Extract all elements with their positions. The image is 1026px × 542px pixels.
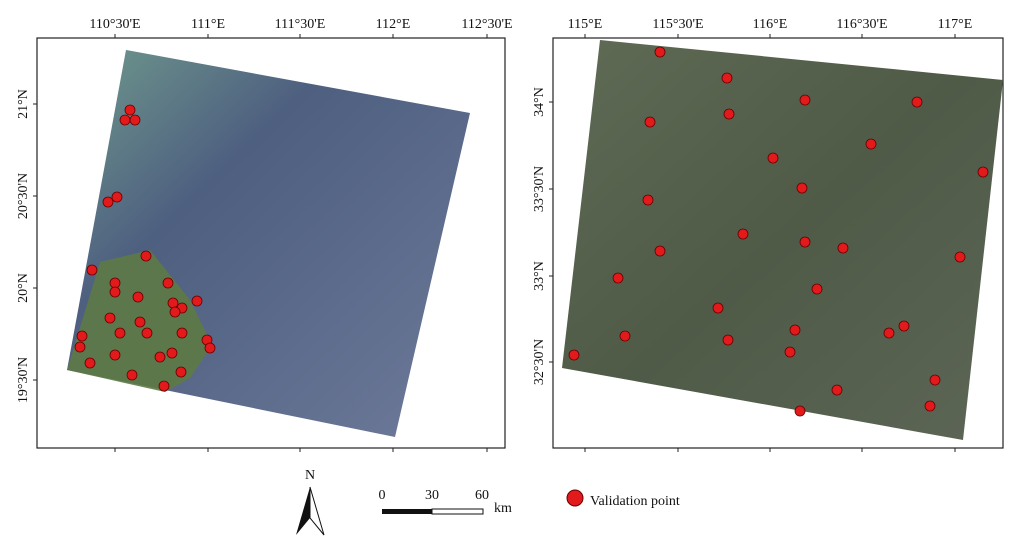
validation-point <box>800 237 810 247</box>
scale-label: 30 <box>425 488 439 503</box>
x-tick-label: 110°30'E <box>89 17 140 32</box>
scale-unit: km <box>494 501 512 516</box>
legend-marker <box>567 490 583 506</box>
validation-point <box>838 243 848 253</box>
validation-point <box>170 307 180 317</box>
validation-point <box>797 183 807 193</box>
north-arrow: N <box>296 468 324 535</box>
y-tick-label: 34°N <box>532 87 547 117</box>
validation-point <box>724 109 734 119</box>
validation-point <box>978 167 988 177</box>
validation-point <box>955 252 965 262</box>
x-tick-label: 112°30'E <box>461 17 512 32</box>
validation-point <box>168 298 178 308</box>
validation-point <box>899 321 909 331</box>
arrow-right <box>310 487 324 535</box>
validation-point <box>613 273 623 283</box>
x-tick-label: 116°30'E <box>836 17 887 32</box>
validation-point <box>115 328 125 338</box>
validation-point <box>768 153 778 163</box>
y-tick-label: 32°30'N <box>532 339 547 385</box>
x-tick-label: 116°E <box>753 17 788 32</box>
x-tick-label: 111°30'E <box>275 17 326 32</box>
validation-point <box>925 401 935 411</box>
validation-point <box>77 331 87 341</box>
validation-point <box>713 303 723 313</box>
validation-point <box>163 278 173 288</box>
arrow-left <box>296 487 310 535</box>
validation-point <box>620 331 630 341</box>
validation-point <box>645 117 655 127</box>
x-tick-label: 112°E <box>376 17 411 32</box>
scale-label: 60 <box>475 488 489 503</box>
validation-point <box>135 317 145 327</box>
x-tick-label: 111°E <box>191 17 225 32</box>
validation-point <box>569 350 579 360</box>
validation-point <box>167 348 177 358</box>
x-tick-label: 117°E <box>938 17 973 32</box>
legend-label: Validation point <box>590 494 680 509</box>
validation-point <box>177 328 187 338</box>
validation-point <box>192 296 202 306</box>
validation-point <box>75 342 85 352</box>
validation-point <box>655 47 665 57</box>
validation-point <box>130 115 140 125</box>
validation-point <box>723 335 733 345</box>
validation-point <box>930 375 940 385</box>
x-tick-label: 115°30'E <box>652 17 703 32</box>
y-tick-label: 33°N <box>532 261 547 291</box>
validation-point <box>176 367 186 377</box>
scale-white <box>432 509 483 514</box>
validation-point <box>142 328 152 338</box>
validation-point <box>125 105 135 115</box>
validation-point <box>105 313 115 323</box>
y-tick-label: 19°30'N <box>16 357 31 403</box>
x-tick-label: 115°E <box>568 17 603 32</box>
validation-point <box>120 115 130 125</box>
validation-point <box>112 192 122 202</box>
validation-point <box>110 350 120 360</box>
validation-point <box>141 251 151 261</box>
validation-point <box>800 95 810 105</box>
validation-point <box>795 406 805 416</box>
validation-point <box>643 195 653 205</box>
validation-point <box>812 284 822 294</box>
validation-point <box>133 292 143 302</box>
validation-point <box>87 265 97 275</box>
validation-point <box>159 381 169 391</box>
validation-point <box>155 352 165 362</box>
validation-point <box>790 325 800 335</box>
validation-point <box>785 347 795 357</box>
validation-point <box>912 97 922 107</box>
y-tick-label: 21°N <box>16 89 31 119</box>
validation-point <box>722 73 732 83</box>
validation-point <box>110 287 120 297</box>
validation-point <box>884 328 894 338</box>
validation-point <box>738 229 748 239</box>
validation-point <box>110 278 120 288</box>
validation-point <box>205 343 215 353</box>
validation-point <box>85 358 95 368</box>
scale-black <box>382 509 432 514</box>
scale-bar: 0 30 60 km <box>379 488 513 516</box>
legend: Validation point <box>567 490 680 509</box>
validation-point <box>103 197 113 207</box>
y-tick-label: 33°30'N <box>532 166 547 212</box>
validation-point <box>866 139 876 149</box>
y-tick-label: 20°30'N <box>16 173 31 219</box>
validation-point <box>655 246 665 256</box>
figure: 110°30'E 111°E 111°30'E 112°E 112°30'E 21°N 20… <box>0 0 1026 537</box>
y-tick-label: 20°N <box>16 273 31 303</box>
scale-label: 0 <box>379 488 386 503</box>
validation-point <box>832 385 842 395</box>
north-label: N <box>305 468 315 483</box>
validation-point <box>127 370 137 380</box>
